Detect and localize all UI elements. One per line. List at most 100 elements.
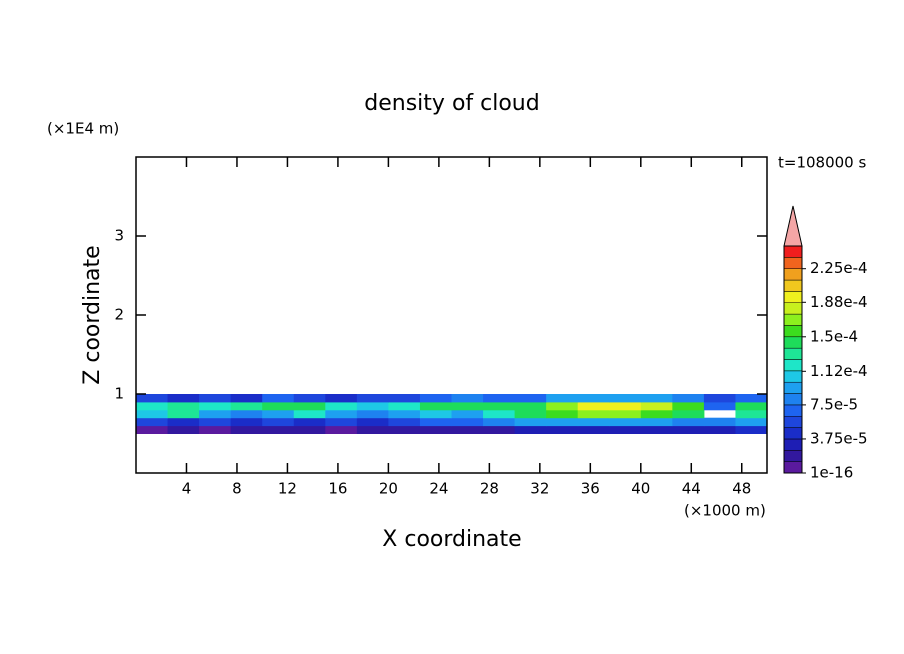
x-tick-label: 12 xyxy=(278,480,297,498)
y-axis-title: Z coordinate xyxy=(80,245,105,384)
contour-cell xyxy=(640,425,673,434)
contour-cell xyxy=(167,425,200,434)
contour-cell xyxy=(419,394,452,403)
contour-cell xyxy=(293,417,326,427)
contour-cell xyxy=(230,425,263,434)
colorbar-tick-label: 1.5e-4 xyxy=(810,327,858,345)
x-tick-label: 32 xyxy=(530,480,549,498)
contour-cell xyxy=(325,394,358,403)
contour-cell xyxy=(293,394,326,403)
contour-cell xyxy=(483,425,516,434)
contour-cell xyxy=(230,401,263,411)
contour-cell xyxy=(546,409,579,419)
contour-cell xyxy=(419,401,452,411)
contour-cell xyxy=(577,394,610,403)
contour-cell xyxy=(672,425,705,434)
contour-cell xyxy=(577,425,610,434)
x-tick-label: 20 xyxy=(379,480,398,498)
contour-cell xyxy=(199,401,232,411)
contour-cell xyxy=(419,425,452,434)
contour-cell xyxy=(672,401,705,411)
colorbar-band xyxy=(783,370,803,383)
contour-cell xyxy=(577,409,610,419)
y-tick-label: 2 xyxy=(114,306,124,324)
colorbar-band xyxy=(783,279,803,292)
contour-cell xyxy=(577,401,610,411)
contour-cell xyxy=(199,394,232,403)
contour-cell xyxy=(262,409,295,419)
colorbar-band xyxy=(783,291,803,303)
x-tick-label: 36 xyxy=(581,480,600,498)
contour-cell xyxy=(514,417,547,427)
contour-cell xyxy=(514,425,547,434)
contour-cell xyxy=(577,417,610,427)
contour-cell xyxy=(546,417,579,427)
contour-cell xyxy=(451,401,484,411)
colorbar-band xyxy=(783,302,803,315)
contour-cell xyxy=(388,394,421,403)
contour-cell xyxy=(262,417,295,427)
colorbar-band xyxy=(783,336,803,349)
colorbar-band xyxy=(783,359,803,372)
contour-cell xyxy=(356,394,389,403)
contour-cell xyxy=(703,417,736,427)
contour-cell xyxy=(735,425,768,434)
colorbar-band xyxy=(783,416,803,428)
contour-cell xyxy=(672,409,705,419)
colorbar-band xyxy=(783,404,803,417)
contour-cell xyxy=(546,401,579,411)
contour-cell xyxy=(451,409,484,419)
contour-cell xyxy=(199,425,232,434)
contour-cell xyxy=(293,425,326,434)
contour-cell xyxy=(514,394,547,403)
contour-cell xyxy=(735,409,768,419)
x-tick-label: 8 xyxy=(232,480,242,498)
contour-cell xyxy=(451,417,484,427)
contour-cell xyxy=(388,425,421,434)
contour-cell xyxy=(419,409,452,419)
colorbar-tick-label: 2.25e-4 xyxy=(810,259,868,277)
contour-cell xyxy=(388,401,421,411)
contour-cell xyxy=(609,425,642,434)
x-tick-label: 48 xyxy=(732,480,751,498)
contour-cell xyxy=(546,394,579,403)
contour-cell xyxy=(735,401,768,411)
contour-cell xyxy=(640,394,673,403)
contour-cell xyxy=(230,417,263,427)
colorbar-band xyxy=(783,347,803,360)
contour-cell xyxy=(419,417,452,427)
contour-cell xyxy=(483,417,516,427)
colorbar-band xyxy=(783,438,803,451)
contour-cell xyxy=(609,394,642,403)
contour-cell xyxy=(293,401,326,411)
x-tick-label: 16 xyxy=(328,480,347,498)
colorbar-tick-label: 1.88e-4 xyxy=(810,293,868,311)
contour-cell xyxy=(262,401,295,411)
colorbar-tick-label: 1.12e-4 xyxy=(810,362,868,380)
contour-cell xyxy=(451,394,484,403)
contour-cell xyxy=(167,394,200,403)
contour-cell xyxy=(356,409,389,419)
contour-cell xyxy=(356,401,389,411)
y-tick-label: 1 xyxy=(114,385,124,403)
x-tick-label: 28 xyxy=(480,480,499,498)
contour-cell xyxy=(136,401,169,411)
annotation: t=108000 s xyxy=(778,154,866,172)
colorbar-band xyxy=(783,325,803,338)
y-unit: (×1E4 m) xyxy=(47,120,119,138)
contour-cell xyxy=(325,401,358,411)
colorbar-band xyxy=(783,427,803,440)
contour-cell xyxy=(388,417,421,427)
contour-cell xyxy=(230,409,263,419)
colorbar-band xyxy=(783,461,803,474)
contour-cell xyxy=(672,417,705,427)
colorbar-band xyxy=(783,257,803,269)
contour-cell xyxy=(388,409,421,419)
contour-cell xyxy=(136,417,169,427)
colorbar-band xyxy=(783,313,803,326)
contour-cell xyxy=(483,401,516,411)
colorbar-band xyxy=(783,268,803,281)
contour-cell xyxy=(262,425,295,434)
contour-cell xyxy=(136,425,169,434)
